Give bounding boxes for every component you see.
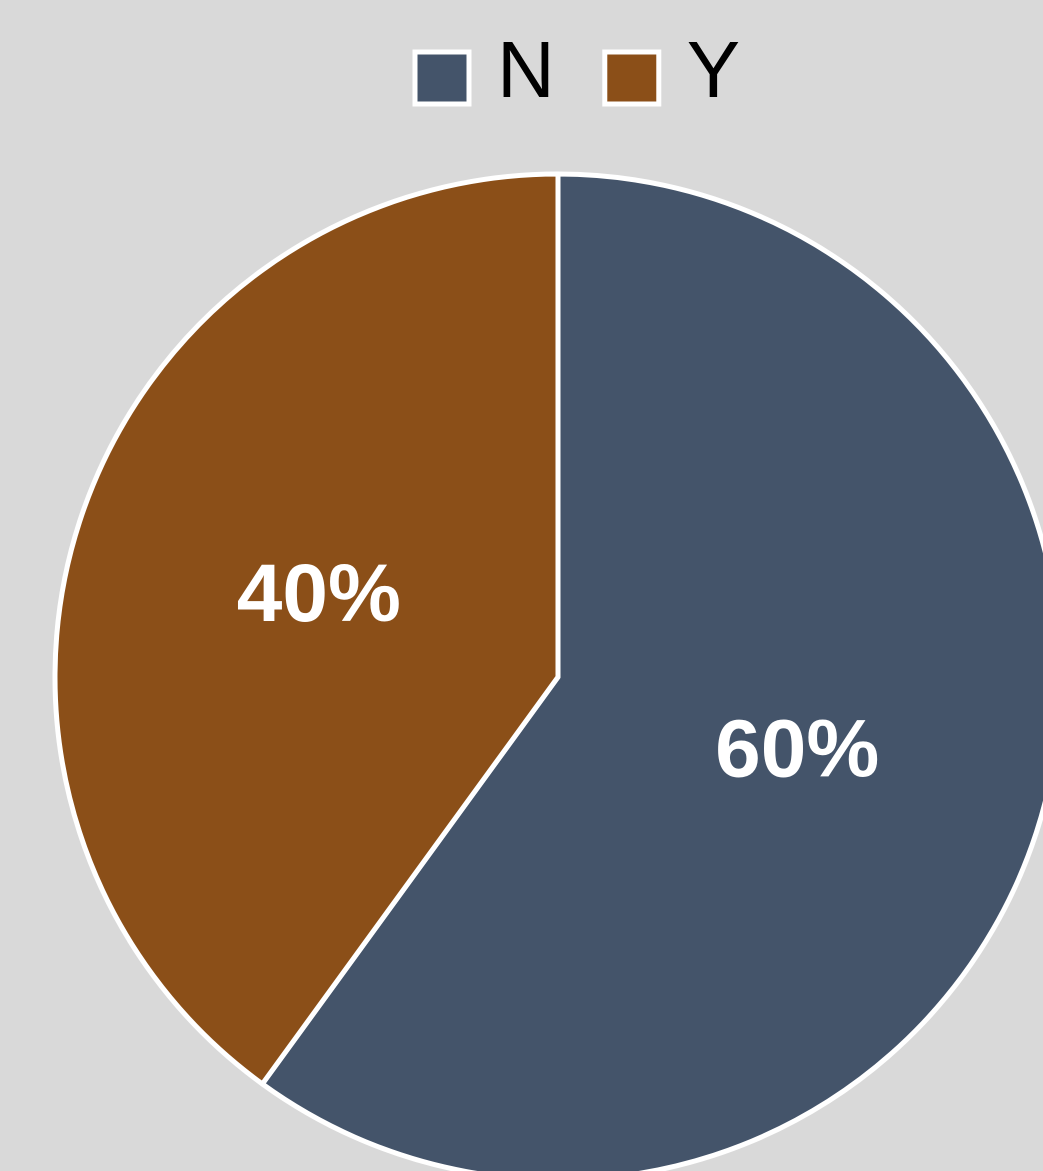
legend-label: Y <box>687 25 740 114</box>
pie-slice <box>259 171 1043 1171</box>
data-label: 40% <box>237 548 401 639</box>
legend-swatch <box>412 49 472 107</box>
data-label: 60% <box>715 703 879 794</box>
legend-label: N <box>497 25 555 114</box>
pie-slice <box>52 171 561 1087</box>
legend-swatch <box>602 49 662 107</box>
